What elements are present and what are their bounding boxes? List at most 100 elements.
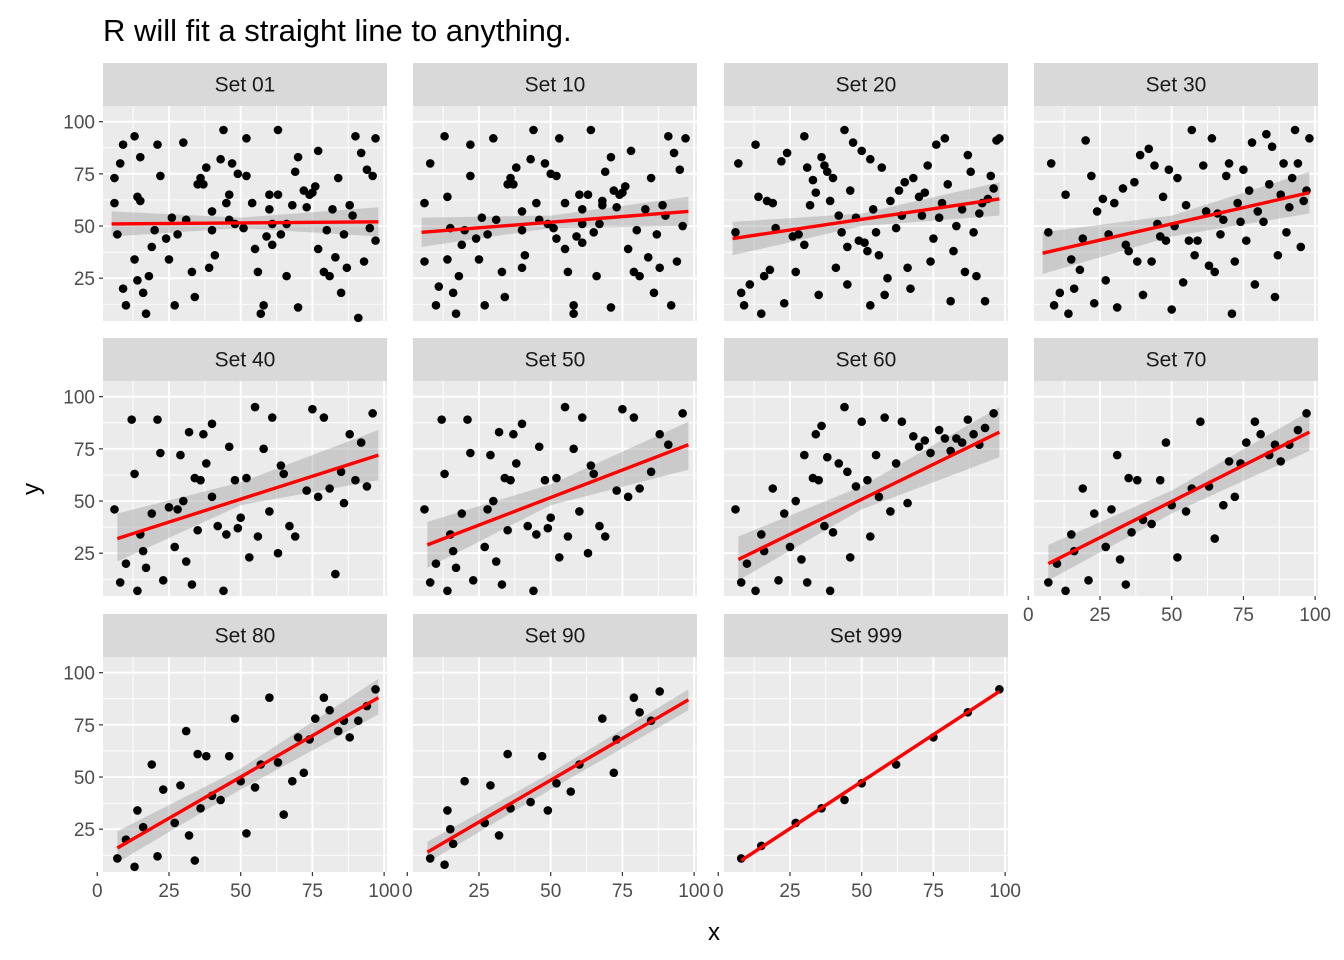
data-point [600, 532, 610, 541]
data-point [980, 296, 990, 306]
data-point [158, 576, 168, 585]
facet-strip-label: Set 40 [215, 349, 276, 372]
data-point [540, 159, 550, 168]
data-point [1173, 553, 1182, 562]
x-tick-label: 75 [1233, 605, 1254, 626]
data-point [193, 525, 202, 535]
data-point [517, 225, 527, 235]
data-point [926, 257, 935, 266]
data-point [1155, 475, 1165, 485]
data-point [437, 415, 446, 424]
data-point [800, 240, 809, 250]
data-point [791, 496, 801, 506]
data-point [863, 246, 872, 256]
data-point [196, 475, 205, 485]
facet-strip [103, 338, 387, 381]
data-point [118, 284, 128, 293]
data-point [371, 134, 380, 143]
data-point [643, 253, 653, 262]
data-point [909, 432, 918, 441]
data-point [156, 171, 165, 181]
data-point [173, 505, 182, 514]
panel-background [724, 106, 1008, 321]
data-point [652, 230, 662, 239]
data-point [863, 475, 872, 485]
data-point [489, 134, 498, 143]
fit-line [732, 197, 1000, 241]
data-point [917, 211, 927, 220]
data-point [1250, 280, 1260, 289]
data-point [926, 448, 935, 458]
data-point [1150, 161, 1159, 170]
data-point [285, 521, 294, 531]
x-axis-title: x [708, 919, 720, 946]
data-point [891, 223, 901, 233]
data-point [1285, 202, 1294, 212]
data-point [577, 238, 587, 248]
data-point [546, 513, 555, 523]
data-point [313, 492, 323, 502]
data-point [577, 413, 587, 422]
data-point [179, 496, 188, 506]
data-point [632, 225, 642, 235]
data-point [1092, 207, 1102, 216]
y-tick-label: 25 [74, 269, 95, 290]
data-point [345, 733, 355, 742]
facet-panel: Set 30 [1027, 63, 1318, 321]
data-point [1279, 159, 1288, 168]
data-point [259, 444, 268, 454]
data-point [1046, 159, 1056, 168]
data-point [1256, 429, 1265, 439]
data-point [586, 461, 596, 470]
data-point [362, 482, 372, 491]
data-point [646, 467, 656, 477]
data-point [170, 301, 180, 310]
fit-line [740, 690, 1001, 862]
data-point [577, 219, 587, 229]
fit-line [737, 430, 1001, 561]
data-point [569, 301, 578, 310]
data-point [555, 134, 564, 143]
data-point [313, 146, 323, 156]
data-point [483, 230, 492, 239]
data-point [543, 806, 553, 815]
data-point [549, 223, 558, 233]
data-point [943, 179, 953, 189]
data-point [626, 146, 636, 156]
data-point [1089, 298, 1099, 308]
data-point [555, 553, 564, 562]
data-point [236, 513, 245, 523]
data-point [552, 234, 561, 243]
data-point [293, 152, 303, 162]
data-point [133, 586, 142, 596]
data-point [840, 402, 849, 412]
data-point [629, 413, 639, 422]
data-point [831, 263, 841, 273]
panel-background [724, 657, 1008, 872]
data-point [543, 523, 553, 533]
data-point [957, 438, 967, 447]
data-point [193, 749, 202, 759]
data-point [751, 586, 760, 596]
data-point [130, 469, 139, 479]
data-point [448, 288, 458, 298]
data-point [448, 839, 458, 849]
data-point [1044, 578, 1053, 587]
data-point [606, 152, 616, 162]
data-point [308, 404, 317, 414]
data-point [820, 521, 829, 531]
data-point [969, 429, 978, 439]
data-point [989, 184, 998, 193]
data-point [825, 586, 835, 596]
data-point [273, 548, 283, 558]
data-point [940, 434, 950, 443]
data-point [219, 125, 228, 135]
data-point [1276, 457, 1286, 466]
data-point [253, 267, 263, 277]
data-point [158, 785, 168, 794]
data-point [635, 708, 644, 717]
data-point [1078, 484, 1088, 493]
data-point [817, 152, 826, 162]
data-point [817, 421, 826, 431]
data-point [1147, 519, 1156, 529]
